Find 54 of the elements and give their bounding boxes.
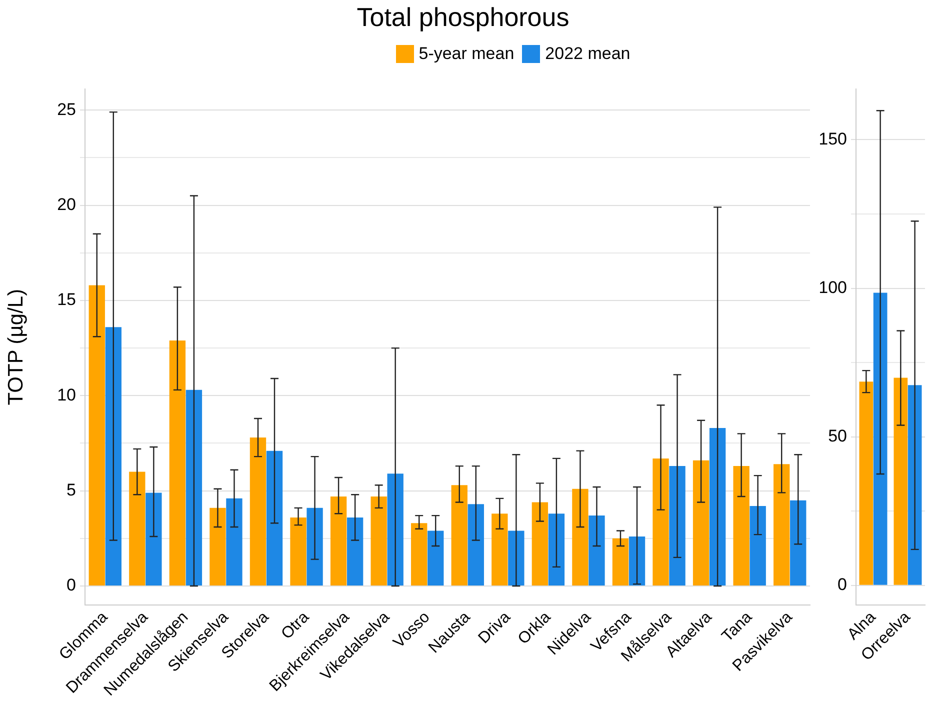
bar (468, 504, 484, 586)
y-tick-label: 0 (66, 576, 76, 595)
chart-title: Total phosphorous (356, 2, 570, 33)
bar (186, 390, 202, 586)
bar (790, 500, 806, 586)
bar (266, 450, 283, 586)
y-tick-label: 50 (828, 426, 847, 446)
y-axis-title: TOTP (µg/L) (4, 288, 28, 406)
bar (105, 327, 122, 586)
bar (572, 488, 588, 586)
bar (692, 460, 710, 586)
bar (129, 472, 146, 586)
y-tick-label: 25 (57, 100, 76, 119)
bar (88, 285, 105, 586)
bar (859, 382, 874, 585)
y-tick-label: 20 (57, 194, 76, 214)
legend-label: 5-year mean (418, 44, 514, 64)
bar (628, 536, 646, 586)
bar (532, 502, 548, 586)
bar (652, 458, 669, 586)
y-tick-label: 15 (57, 290, 76, 310)
bar (894, 378, 908, 585)
bar (873, 292, 888, 585)
y-tick-label: 0 (838, 575, 847, 594)
bar (508, 530, 524, 586)
bar (750, 506, 766, 586)
bar (146, 492, 162, 586)
bar (908, 385, 922, 585)
bar (370, 496, 387, 586)
bar (733, 466, 750, 586)
bar (612, 538, 629, 586)
bar (169, 340, 186, 586)
bar (669, 466, 686, 586)
bar (387, 474, 404, 586)
y-tick-label: 5 (66, 480, 76, 500)
bar (290, 517, 306, 586)
bar (250, 438, 266, 586)
bar (411, 523, 428, 586)
bar (709, 428, 726, 586)
y-tick-label: 150 (818, 129, 847, 148)
y-tick-label: 100 (818, 278, 847, 297)
bar (210, 508, 226, 586)
y-tick-label: 10 (57, 385, 76, 404)
bar (330, 496, 347, 586)
bar (588, 516, 605, 586)
bar (492, 514, 508, 586)
bar (226, 498, 242, 586)
bar (346, 517, 364, 586)
bar (548, 514, 565, 586)
bar (428, 530, 444, 586)
bar (306, 508, 323, 586)
bar (774, 464, 790, 586)
legend-label: 2022 mean (545, 44, 630, 64)
bar (451, 485, 468, 586)
